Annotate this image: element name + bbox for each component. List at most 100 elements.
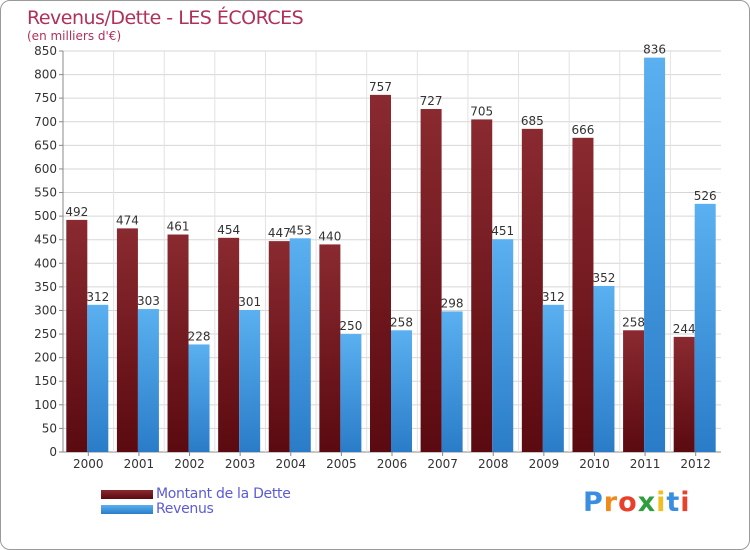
logo-letter: P xyxy=(583,487,604,518)
logo-letter: t xyxy=(666,487,681,518)
bar-revenus xyxy=(593,285,615,452)
y-tick-label: 850 xyxy=(34,44,57,58)
bars-layer xyxy=(66,57,716,453)
data-label: 312 xyxy=(86,290,109,304)
data-label: 301 xyxy=(238,295,261,309)
bar-dette xyxy=(370,94,391,452)
x-tick-label: 2003 xyxy=(225,457,256,471)
chart-title: Revenus/Dette - LES ÉCORCES xyxy=(27,7,304,29)
bar-revenus xyxy=(289,238,311,452)
bar-revenus xyxy=(391,330,412,452)
y-tick-label: 650 xyxy=(34,138,57,152)
logo-letter: i xyxy=(656,487,667,518)
data-label: 705 xyxy=(470,104,493,118)
x-tick-label: 2004 xyxy=(275,457,306,471)
chart-subtitle: (en milliers d'€) xyxy=(27,29,122,43)
data-label: 453 xyxy=(289,223,312,237)
y-tick-label: 50 xyxy=(42,421,57,435)
data-label: 258 xyxy=(622,315,645,329)
data-label: 451 xyxy=(491,224,514,238)
data-label: 258 xyxy=(390,315,413,329)
logo-letter: o xyxy=(618,487,638,518)
y-tick-label: 400 xyxy=(34,256,57,270)
data-label: 474 xyxy=(116,213,139,227)
bar-revenus xyxy=(137,309,159,452)
x-tick-label: 2002 xyxy=(174,457,205,471)
data-label: 447 xyxy=(268,226,291,240)
bar-revenus xyxy=(492,239,514,452)
x-tick-label: 2007 xyxy=(427,457,458,471)
y-tick-label: 700 xyxy=(34,115,57,129)
bar-revenus xyxy=(340,334,362,452)
bar-dette xyxy=(420,109,442,452)
data-label: 312 xyxy=(542,290,565,304)
data-label: 303 xyxy=(137,294,160,308)
y-tick-label: 300 xyxy=(34,303,57,317)
bar-dette xyxy=(167,234,189,452)
labels-layer: 0 50 100 150 200 250 300 350 400 450 500 550 600 650 7… xyxy=(34,43,717,471)
x-tick-label: 2005 xyxy=(326,457,357,471)
bar-dette xyxy=(268,241,290,452)
legend-swatch-revenus xyxy=(101,505,153,514)
y-tick-label: 250 xyxy=(34,327,57,341)
x-tick-label: 2000 xyxy=(73,457,104,471)
data-label: 836 xyxy=(643,43,666,57)
legend-label-debt: Montant de la Dette xyxy=(156,486,291,502)
bar-dette xyxy=(66,219,88,452)
bar-dette xyxy=(471,119,493,452)
bar-revenus xyxy=(441,311,463,452)
x-tick-label: 2009 xyxy=(529,457,560,471)
data-label: 440 xyxy=(318,229,341,243)
y-tick-label: 0 xyxy=(49,445,57,459)
bar-revenus xyxy=(87,304,109,452)
data-label: 454 xyxy=(217,223,240,237)
legend-swatch-debt xyxy=(101,490,153,499)
bar-revenus xyxy=(188,344,210,452)
y-tick-label: 600 xyxy=(34,162,57,176)
data-label: 228 xyxy=(188,329,211,343)
bar-dette xyxy=(572,137,594,453)
bar-dette xyxy=(116,228,138,452)
bar-dette xyxy=(673,336,695,452)
data-label: 298 xyxy=(441,296,464,310)
y-tick-label: 500 xyxy=(34,209,57,223)
bar-revenus xyxy=(542,304,564,452)
data-label: 685 xyxy=(521,114,544,128)
bar-dette xyxy=(623,330,645,452)
data-label: 250 xyxy=(339,319,362,333)
y-tick-label: 350 xyxy=(34,280,57,294)
logo-letter: x xyxy=(637,487,657,518)
bar-dette xyxy=(319,244,341,452)
proxiti-logo: Proxiti xyxy=(583,487,691,518)
data-label: 244 xyxy=(673,322,696,336)
data-label: 526 xyxy=(694,189,717,203)
x-tick-label: 2011 xyxy=(630,457,661,471)
bar-dette xyxy=(218,237,240,452)
bar-revenus xyxy=(694,203,716,452)
bar-revenus xyxy=(239,309,261,452)
y-tick-label: 550 xyxy=(34,186,57,200)
x-tick-label: 2010 xyxy=(579,457,610,471)
y-tick-label: 800 xyxy=(34,68,57,82)
x-tick-label: 2012 xyxy=(680,457,711,471)
data-label: 757 xyxy=(369,80,392,94)
data-label: 352 xyxy=(593,271,616,285)
y-tick-label: 200 xyxy=(34,351,57,365)
data-label: 492 xyxy=(65,205,88,219)
x-tick-label: 2008 xyxy=(478,457,509,471)
data-label: 727 xyxy=(420,94,443,108)
data-label: 461 xyxy=(167,220,190,234)
legend-label-revenus: Revenus xyxy=(156,501,214,517)
x-tick-label: 2006 xyxy=(377,457,408,471)
logo-letter: r xyxy=(603,487,619,518)
bar-revenus xyxy=(644,57,666,452)
logo-letter: i xyxy=(680,487,691,518)
y-tick-label: 150 xyxy=(34,374,57,388)
data-label: 666 xyxy=(572,123,595,137)
y-tick-label: 100 xyxy=(34,398,57,412)
y-tick-label: 450 xyxy=(34,233,57,247)
bar-dette xyxy=(521,128,543,452)
y-tick-label: 750 xyxy=(34,91,57,105)
